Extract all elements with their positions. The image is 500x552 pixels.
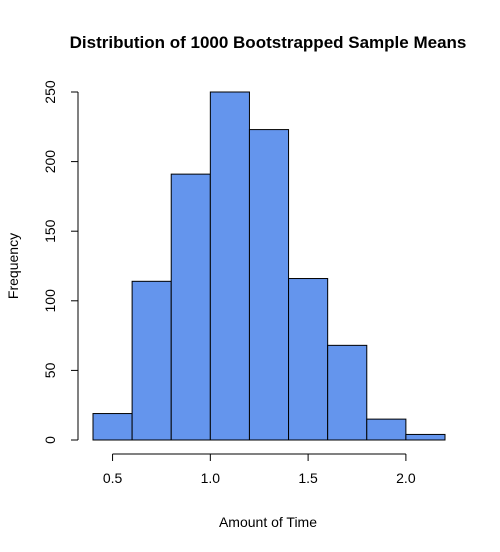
x-tick-label: 1.5 bbox=[298, 470, 318, 486]
y-tick-label: 0 bbox=[42, 436, 58, 444]
y-tick-label: 50 bbox=[42, 362, 58, 378]
y-tick-label: 100 bbox=[42, 289, 58, 313]
y-axis-label: Frequency bbox=[5, 233, 21, 299]
histogram-bar bbox=[405, 433, 446, 441]
y-axis: 0 50 100 150 200 250 bbox=[42, 80, 79, 444]
chart-title: Distribution of 1000 Bootstrapped Sample… bbox=[70, 33, 467, 52]
x-tick-label: 0.5 bbox=[103, 470, 123, 486]
y-tick-label: 150 bbox=[42, 219, 58, 243]
histogram-bar bbox=[92, 413, 133, 441]
histogram-bars bbox=[92, 91, 446, 441]
x-axis-label: Amount of Time bbox=[219, 514, 317, 530]
histogram-bar bbox=[209, 91, 250, 441]
y-tick-label: 250 bbox=[42, 80, 58, 104]
histogram-bar bbox=[327, 344, 368, 441]
x-axis: 0.5 1.0 1.5 2.0 bbox=[103, 453, 416, 486]
histogram-bar bbox=[170, 173, 211, 441]
histogram-bar bbox=[288, 278, 329, 441]
x-tick-label: 1.0 bbox=[201, 470, 221, 486]
x-tick-label: 2.0 bbox=[396, 470, 416, 486]
histogram-bar bbox=[131, 280, 172, 441]
histogram-bar bbox=[366, 418, 407, 441]
histogram-bar bbox=[248, 129, 290, 441]
y-tick-label: 200 bbox=[42, 150, 58, 174]
